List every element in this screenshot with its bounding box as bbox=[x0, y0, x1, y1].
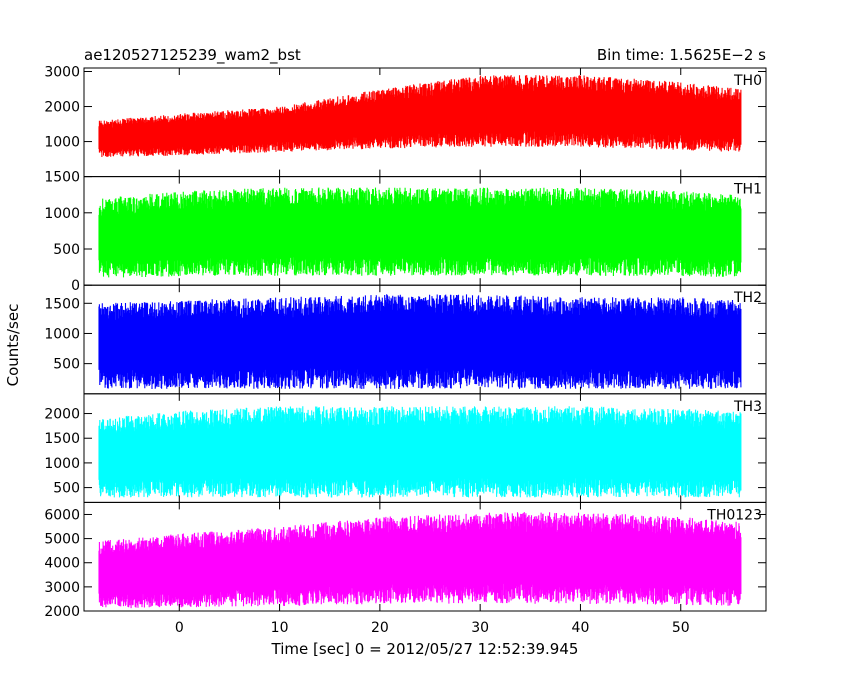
y-tick-label: 2000 bbox=[44, 604, 80, 620]
series-th0 bbox=[98, 75, 742, 157]
x-tick-label: 30 bbox=[471, 620, 489, 636]
x-axis-label: Time [sec] 0 = 2012/05/27 12:52:39.945 bbox=[271, 640, 579, 658]
y-tick-label: 5000 bbox=[44, 532, 80, 548]
y-tick-label: 2000 bbox=[44, 100, 80, 116]
y-tick-label: 4000 bbox=[44, 556, 80, 572]
x-tick-label: 50 bbox=[672, 620, 690, 636]
chart-title: ae120527125239_wam2_bst bbox=[84, 46, 301, 65]
y-tick-label: 1500 bbox=[44, 170, 80, 186]
y-tick-label: 1000 bbox=[44, 206, 80, 222]
x-tick-label: 40 bbox=[572, 620, 590, 636]
y-tick-label: 3000 bbox=[44, 580, 80, 596]
y-tick-label: 1000 bbox=[44, 135, 80, 151]
panel-label: TH0123 bbox=[706, 507, 762, 523]
panel-label: TH0 bbox=[733, 73, 762, 89]
panel-th2: 500 1000 1500 TH2 bbox=[44, 284, 767, 395]
panel-label: TH2 bbox=[733, 290, 762, 306]
x-tick-label: 20 bbox=[371, 620, 389, 636]
panel-th0123: 2000 3000 4000 5000 6000 TH0123 bbox=[44, 501, 767, 620]
series-th0123 bbox=[98, 512, 742, 609]
panel-th0: 1000 2000 3000 TH0 bbox=[44, 65, 767, 178]
y-tick-label: 1000 bbox=[44, 456, 80, 472]
x-tick-label: 0 bbox=[175, 620, 184, 636]
y-tick-label: 500 bbox=[53, 481, 80, 497]
panel-label: TH3 bbox=[733, 399, 762, 415]
bin-time-label: Bin time: 1.5625E−2 s bbox=[597, 46, 766, 64]
panel-frame bbox=[83, 501, 767, 612]
y-tick-label: 3000 bbox=[44, 65, 80, 81]
panel-label: TH1 bbox=[733, 182, 762, 198]
y-tick-label: 500 bbox=[53, 242, 80, 258]
y-tick-label: 6000 bbox=[44, 507, 80, 523]
series-th2 bbox=[98, 294, 742, 389]
y-tick-label: 1000 bbox=[44, 326, 80, 342]
panel-th1: 0 500 1000 1500 TH1 bbox=[44, 170, 767, 294]
y-tick-label: 2000 bbox=[44, 407, 80, 423]
panels-group: 100020003000TH0050010001500TH15001000150… bbox=[44, 65, 767, 636]
panel-th3: 500 1000 1500 2000 TH3 bbox=[44, 393, 767, 503]
y-tick-label: 0 bbox=[71, 278, 80, 294]
y-tick-label: 1500 bbox=[44, 296, 80, 312]
series-th3 bbox=[98, 406, 742, 498]
y-tick-label: 500 bbox=[53, 357, 80, 373]
y-axis-label: Counts/sec bbox=[4, 304, 22, 387]
y-tick-label: 1500 bbox=[44, 431, 80, 447]
x-tick-label: 10 bbox=[271, 620, 289, 636]
series-th1 bbox=[98, 187, 742, 278]
